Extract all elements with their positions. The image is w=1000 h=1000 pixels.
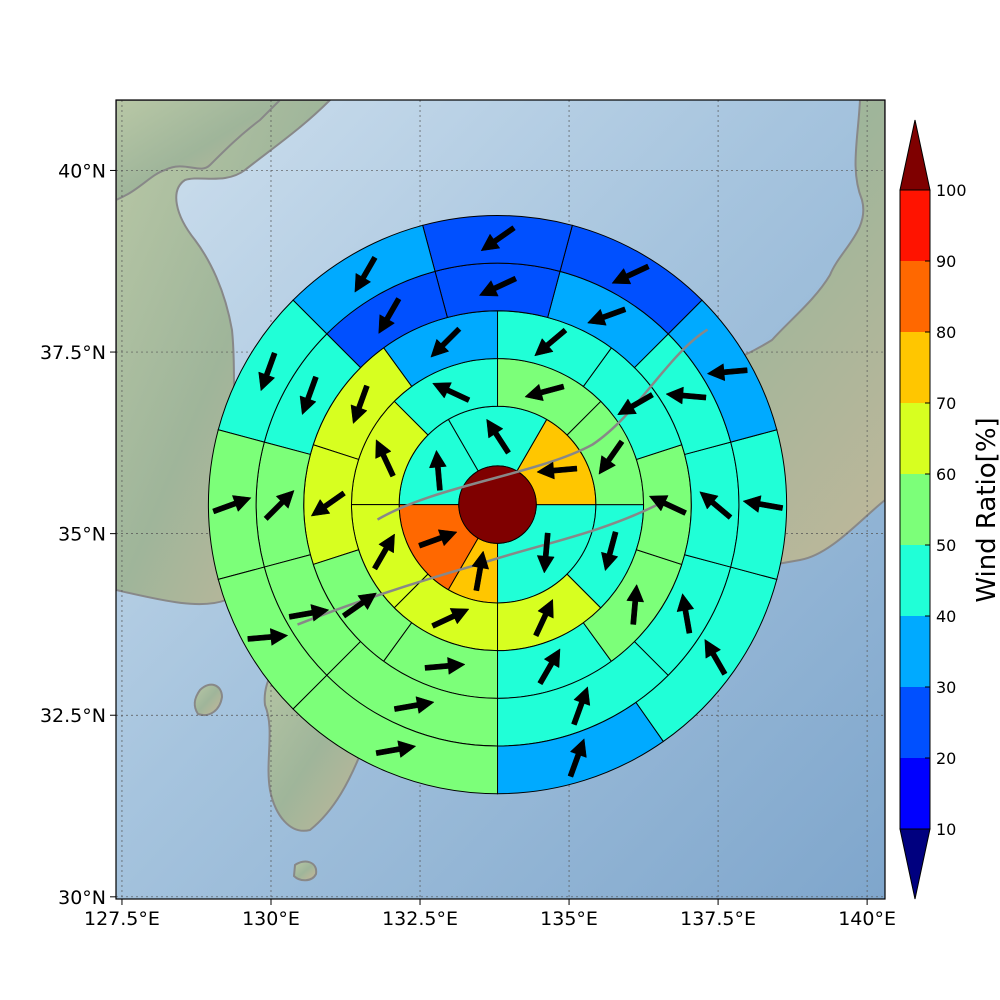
wind-arrow [393, 696, 435, 714]
wind-arrow [263, 490, 295, 521]
wind-arrow [418, 529, 458, 549]
wind-arrow [598, 439, 625, 475]
wind-arrow [350, 384, 370, 425]
wind-arrow [375, 439, 396, 478]
wind-arrow [706, 363, 748, 382]
wind-arrow [648, 495, 687, 516]
wind-arrow [375, 740, 417, 758]
colorbar: 10 20 30 40 50 60 70 80 90 100 Wind Ratio[%] [899, 119, 1000, 900]
x-tick-label: 127.5°E [84, 908, 160, 930]
colorbar-tick-label: 80 [936, 323, 956, 342]
wind-arrow [611, 263, 650, 285]
colorbar-frame [899, 189, 931, 830]
colorbar-bin [900, 261, 930, 332]
colorbar-tick-label: 40 [936, 607, 956, 626]
wind-arrow [567, 738, 587, 778]
colorbar-bin [900, 190, 930, 261]
wind-arrow [471, 550, 490, 592]
wind-arrow [299, 375, 319, 416]
wind-arrow [704, 638, 728, 676]
wind-arrow [533, 598, 554, 638]
wind-arrow [617, 392, 654, 415]
wind-arrow [626, 583, 645, 625]
colorbar-tick-label: 60 [936, 465, 956, 484]
colorbar-bin [900, 687, 930, 758]
wind-arrow [378, 297, 402, 334]
wind-arrow [586, 306, 627, 326]
north-coast-landmass [116, 100, 282, 202]
colorbar-bin [900, 474, 930, 545]
wind-arrow [478, 275, 518, 297]
colorbar-tick-label: 30 [936, 678, 956, 697]
colorbar-bin [900, 403, 930, 474]
wind-arrow [288, 604, 330, 622]
coastline-overlay [376, 328, 709, 521]
colorbar-bin [900, 545, 930, 616]
colorbar-tick-label: 100 [936, 181, 967, 200]
colorbar-tick-label: 10 [936, 820, 956, 839]
colorbar-tick-label: 70 [936, 394, 956, 413]
y-tick-label: 37.5°N [40, 342, 106, 364]
x-tick-label: 135°E [540, 908, 598, 930]
colorbar-over-extend [899, 119, 931, 191]
wind-arrow [341, 592, 377, 619]
colorbar-under-extend [899, 828, 931, 900]
wind-arrow [424, 657, 466, 675]
wind-arrow [247, 628, 289, 646]
x-tick-label: 137.5°E [680, 908, 756, 930]
colorbar-bin [900, 758, 930, 829]
y-tick-label: 40°N [58, 160, 106, 182]
south-islands [292, 860, 318, 882]
wind-arrow [430, 326, 462, 358]
map-frame [115, 99, 886, 900]
colorbar-bin [900, 616, 930, 687]
axis-ticks: 127.5°E 130°E 132.5°E 135°E 137.5°E 140°E 30°N… [40, 160, 896, 930]
colorbar-tick-label: 20 [936, 749, 956, 768]
x-tick-label: 130°E [242, 908, 300, 930]
wind-arrow [571, 686, 591, 726]
y-tick-label: 30°N [58, 887, 106, 909]
wind-arrow [431, 608, 470, 629]
wind-arrow [536, 461, 578, 480]
wind-arrow [536, 532, 555, 574]
colorbar-label: Wind Ratio[%] [972, 417, 1000, 602]
colorbar-bin [900, 332, 930, 403]
wind-arrow [354, 255, 378, 293]
wind-arrow [372, 533, 395, 571]
colorbar-tick-label: 90 [936, 252, 956, 271]
colorbar-tick-label: 50 [936, 536, 956, 555]
wind-arrow [601, 531, 619, 572]
wind-arrow [742, 495, 784, 513]
tsushima-island [193, 683, 224, 716]
wind-arrow [534, 327, 568, 357]
wind-arrow [699, 491, 733, 520]
wind-arrow [429, 449, 447, 491]
wind-arrow [486, 418, 511, 455]
y-tick-label: 35°N [58, 524, 106, 546]
x-tick-label: 140°E [838, 908, 896, 930]
wind-arrow [665, 386, 707, 405]
wind-arrow [258, 351, 278, 392]
wind-arrow [310, 490, 346, 517]
wind-arrow [537, 648, 561, 686]
wind-arrow [524, 383, 565, 402]
wind-arrow [212, 495, 252, 515]
wind-arrow [432, 382, 471, 403]
center-cell [458, 465, 537, 544]
sector-diagram [208, 215, 788, 795]
x-tick-label: 132.5°E [382, 908, 458, 930]
wind-arrow [480, 225, 516, 252]
sector-cell [422, 215, 573, 272]
wind-arrow [676, 593, 695, 634]
y-tick-label: 32.5°N [40, 705, 106, 727]
sector-cell [434, 262, 561, 319]
sector-cell [292, 674, 499, 795]
